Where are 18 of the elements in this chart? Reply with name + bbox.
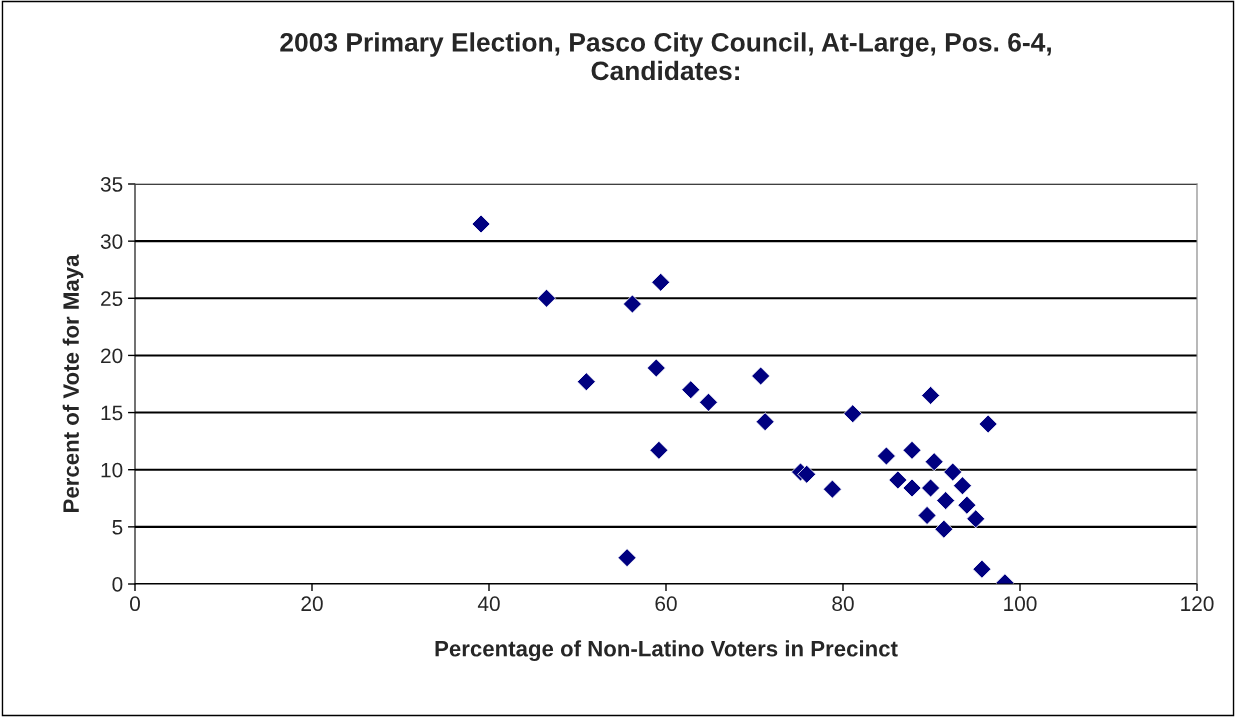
y-tick-label: 35	[100, 177, 123, 192]
x-tick-label: 100	[1004, 596, 1037, 612]
y-tick-label: 20	[101, 348, 123, 364]
y-tick-label: 30	[100, 234, 123, 249]
y-tick-label: 15	[101, 405, 123, 421]
x-tick-label: 20	[301, 596, 323, 612]
x-tick-label: 40	[477, 596, 500, 612]
y-tick-label: 25	[101, 291, 123, 307]
chart-title: 2003 Primary Election, Pasco City Council, At-Large, Pos. 6-4, Candidates:	[280, 32, 1051, 81]
y-tick-label: 0	[112, 577, 123, 592]
y-tick-label: 10	[101, 462, 123, 478]
x-tick-label: 120	[1181, 596, 1214, 612]
x-tick-label: 80	[832, 596, 854, 612]
y-axis-title: Percent of Vote for Maya	[62, 254, 84, 512]
y-tick-label: 5	[112, 520, 123, 535]
x-tick-label: 0	[130, 596, 140, 612]
x-tick-label: 60	[655, 596, 677, 612]
x-axis-title: Percentage of Non-Latino Voters in Precinct	[435, 640, 898, 662]
